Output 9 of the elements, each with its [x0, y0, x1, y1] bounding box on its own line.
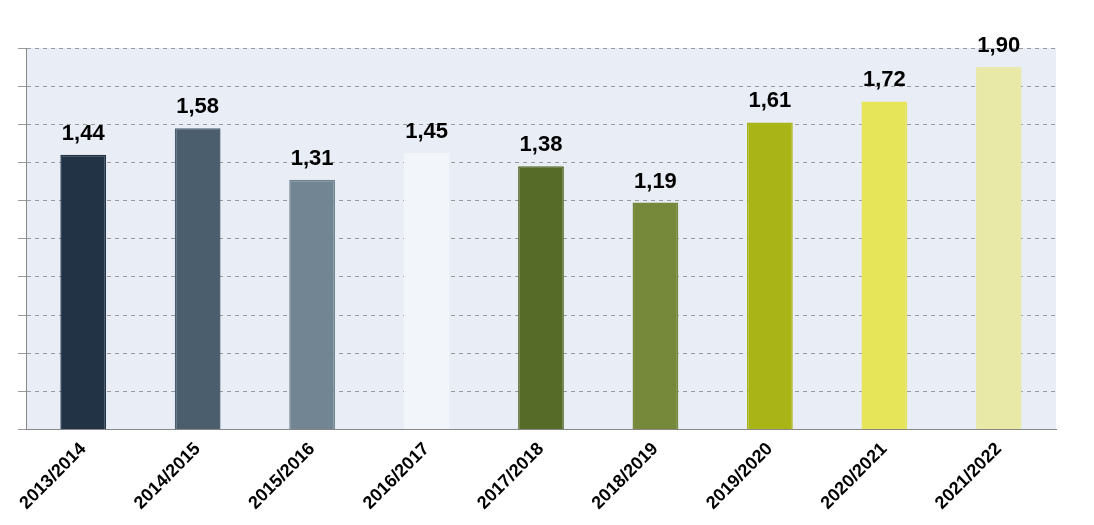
data-label: 1,45 [405, 117, 448, 143]
data-label: 1,58 [176, 93, 220, 119]
data-label: 1,61 [748, 87, 792, 113]
data-label: 1,72 [862, 66, 906, 92]
data-label: 1,44 [61, 119, 106, 145]
data-label: 1,19 [634, 167, 677, 193]
data-label: 1,31 [290, 144, 334, 170]
data-label: 1,90 [977, 32, 1021, 58]
data-label: 1,38 [519, 131, 563, 157]
